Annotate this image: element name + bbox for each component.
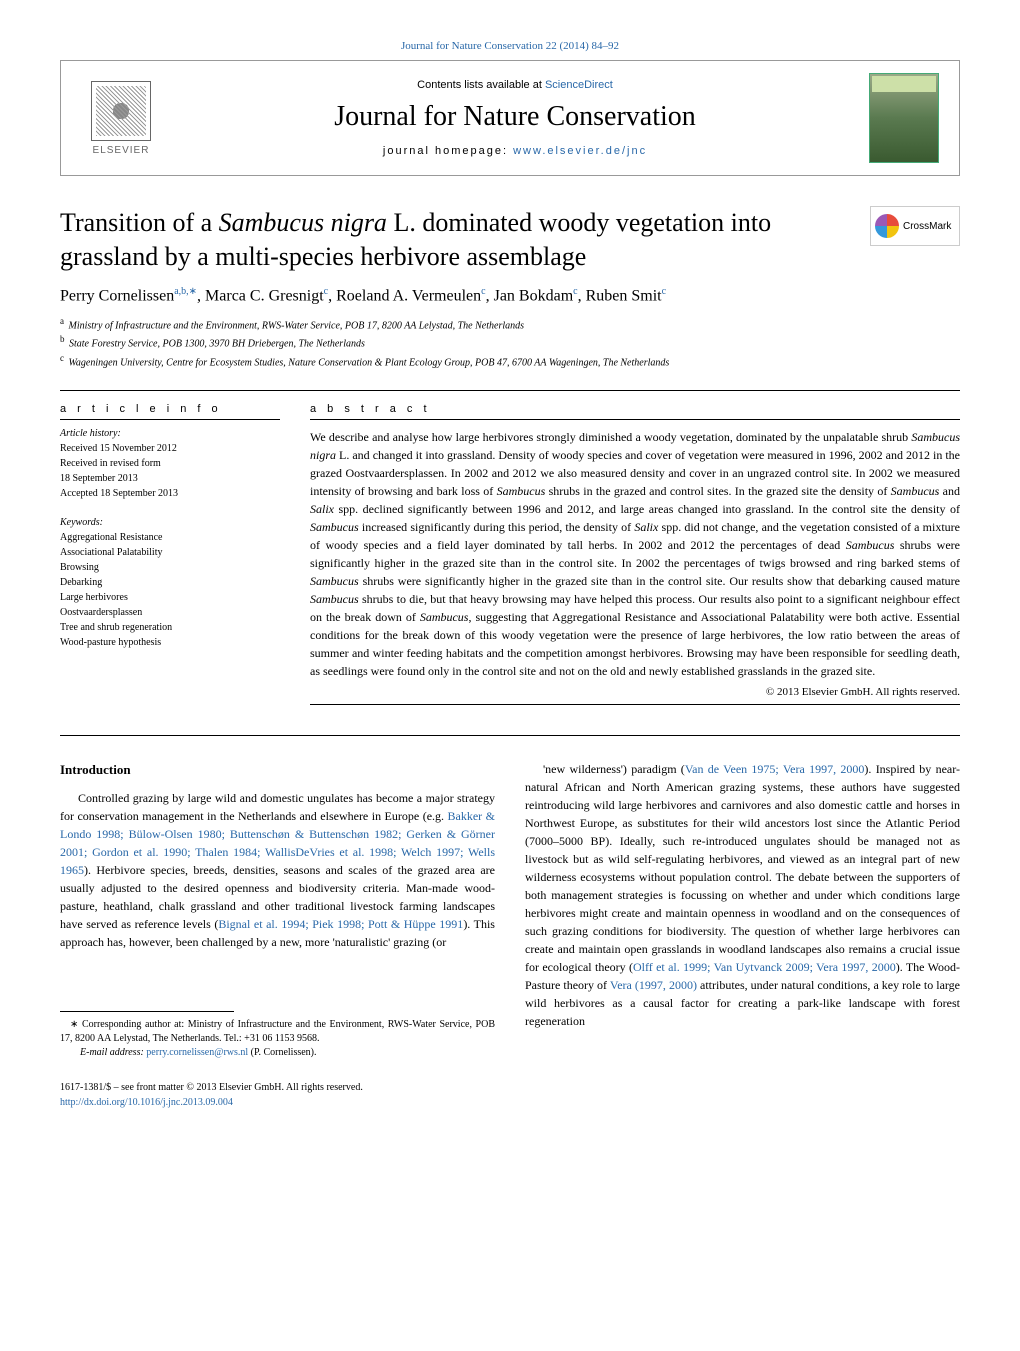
citation-header[interactable]: Journal for Nature Conservation 22 (2014… (60, 40, 960, 52)
homepage-label: journal homepage: (383, 145, 513, 157)
title-row: Transition of a Sambucus nigra L. domina… (60, 206, 960, 274)
keywords-label: Keywords: (60, 515, 280, 530)
history-line: Received in revised form (60, 456, 280, 471)
abstract-bottom-rule (310, 704, 960, 705)
keywords-block: Keywords: Aggregational ResistanceAssoci… (60, 515, 280, 650)
history-label: Article history: (60, 426, 280, 441)
article-title: Transition of a Sambucus nigra L. domina… (60, 206, 850, 274)
doi-link[interactable]: http://dx.doi.org/10.1016/j.jnc.2013.09.… (60, 1097, 233, 1108)
affiliation-line: a Ministry of Infrastructure and the Env… (60, 315, 960, 333)
divider-rule (60, 390, 960, 391)
elsevier-logo: ELSEVIER (81, 73, 161, 163)
contents-available-line: Contents lists available at ScienceDirec… (161, 79, 869, 91)
keyword-item: Aggregational Resistance (60, 530, 280, 545)
affiliation-line: c Wageningen University, Centre for Ecos… (60, 352, 960, 370)
email-label: E-mail address: (80, 1047, 146, 1058)
footnote-rule (60, 1011, 234, 1012)
footnote-text: ∗ Corresponding author at: Ministry of I… (60, 1019, 495, 1044)
corresponding-author-footnote: ∗ Corresponding author at: Ministry of I… (60, 1018, 495, 1060)
elsevier-text: ELSEVIER (93, 145, 150, 156)
header-center: Contents lists available at ScienceDirec… (161, 79, 869, 157)
keyword-item: Associational Palatability (60, 545, 280, 560)
keyword-item: Large herbivores (60, 590, 280, 605)
journal-cover-thumbnail (869, 73, 939, 163)
journal-name: Journal for Nature Conservation (161, 101, 869, 133)
introduction-heading: Introduction (60, 760, 495, 780)
body-text-columns: Introduction Controlled grazing by large… (60, 760, 960, 1111)
homepage-line: journal homepage: www.elsevier.de/jnc (161, 145, 869, 157)
article-history-block: Article history: Received 15 November 20… (60, 419, 280, 501)
history-line: 18 September 2013 (60, 471, 280, 486)
crossmark-icon (875, 214, 899, 238)
affiliations: a Ministry of Infrastructure and the Env… (60, 315, 960, 370)
keyword-item: Debarking (60, 575, 280, 590)
crossmark-label: CrossMark (903, 221, 951, 232)
sciencedirect-link[interactable]: ScienceDirect (545, 79, 613, 91)
homepage-url[interactable]: www.elsevier.de/jnc (513, 145, 647, 157)
article-info-column: a r t i c l e i n f o Article history: R… (60, 403, 280, 705)
abstract-heading: a b s t r a c t (310, 403, 960, 415)
abstract-column: a b s t r a c t We describe and analyse … (310, 403, 960, 705)
crossmark-badge[interactable]: CrossMark (870, 206, 960, 246)
keyword-item: Tree and shrub regeneration (60, 620, 280, 635)
body-paragraph-1: Controlled grazing by large wild and dom… (60, 789, 495, 951)
affiliation-line: b State Forestry Service, POB 1300, 3970… (60, 333, 960, 351)
keyword-item: Wood-pasture hypothesis (60, 635, 280, 650)
history-line: Received 15 November 2012 (60, 441, 280, 456)
article-info-heading: a r t i c l e i n f o (60, 403, 280, 415)
info-abstract-row: a r t i c l e i n f o Article history: R… (60, 403, 960, 705)
body-paragraph-2: 'new wilderness') paradigm (Van de Veen … (525, 760, 960, 1030)
abstract-body: We describe and analyse how large herbiv… (310, 419, 960, 680)
authors-line: Perry Cornelissena,b,∗, Marca C. Gresnig… (60, 286, 960, 305)
keyword-item: Browsing (60, 560, 280, 575)
keyword-item: Oostvaardersplassen (60, 605, 280, 620)
email-suffix: (P. Cornelissen). (248, 1047, 316, 1058)
history-line: Accepted 18 September 2013 (60, 486, 280, 501)
abstract-copyright: © 2013 Elsevier GmbH. All rights reserve… (310, 686, 960, 698)
divider-rule-2 (60, 735, 960, 736)
journal-header-box: ELSEVIER Contents lists available at Sci… (60, 60, 960, 176)
contents-prefix: Contents lists available at (417, 79, 545, 91)
elsevier-tree-icon (91, 81, 151, 141)
bottom-meta: 1617-1381/$ – see front matter © 2013 El… (60, 1080, 495, 1110)
corresponding-email[interactable]: perry.cornelissen@rws.nl (146, 1047, 248, 1058)
issn-line: 1617-1381/$ – see front matter © 2013 El… (60, 1080, 495, 1095)
